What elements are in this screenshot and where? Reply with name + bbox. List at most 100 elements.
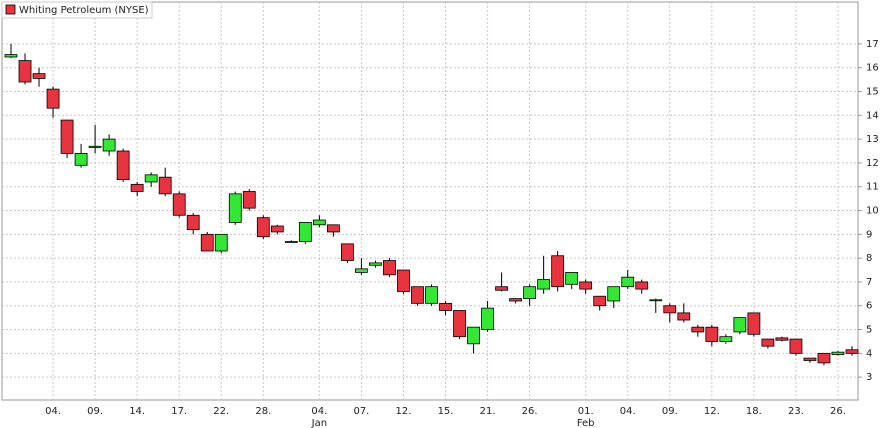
x-tick-label: 26. [830, 406, 846, 417]
candle-body [551, 255, 565, 288]
x-tick-label: 28. [255, 406, 271, 417]
month-label: Feb [577, 418, 595, 428]
candle-body [270, 225, 284, 233]
candle-body [747, 312, 761, 335]
legend-label: Whiting Petroleum (NYSE) [19, 5, 149, 16]
x-tick-label: 09. [662, 406, 678, 417]
y-tick-label: 7 [866, 277, 872, 288]
candle-body [845, 349, 859, 354]
candle-body [649, 299, 663, 302]
x-tick-label: 15. [438, 406, 454, 417]
candle-body [775, 337, 789, 341]
x-tick-label: 04. [620, 406, 636, 417]
x-tick-label: 17. [171, 406, 187, 417]
candle-body [607, 286, 621, 302]
candle-body [144, 174, 158, 183]
y-tick-label: 6 [866, 301, 872, 312]
candle-body [705, 326, 719, 342]
candle-body [88, 145, 102, 148]
candle-body [355, 268, 368, 273]
candle-body [46, 88, 60, 109]
candle-body [186, 214, 200, 230]
x-tick-label: 09. [87, 406, 103, 417]
legend-box [1, 1, 153, 19]
candle-body [453, 310, 466, 338]
y-tick-label: 8 [866, 253, 872, 264]
candle-body [803, 357, 817, 361]
legend-swatch [5, 4, 16, 15]
candle-body [579, 281, 593, 290]
candle-body [130, 183, 144, 192]
candle-body [593, 295, 607, 307]
y-tick-label: 5 [866, 325, 872, 336]
candle-body [677, 312, 691, 321]
y-tick-label: 15 [866, 87, 879, 98]
x-tick-label: 12. [396, 406, 412, 417]
candle-body [256, 217, 270, 238]
x-tick-label: 01. [578, 406, 594, 417]
candle-body [817, 352, 831, 364]
x-tick-label: 04. [311, 406, 327, 417]
candle-body [383, 260, 396, 276]
candle-body [789, 338, 803, 354]
x-tick-label: 21. [480, 406, 496, 417]
y-tick-label: 14 [866, 110, 879, 121]
candle-body [340, 243, 354, 261]
x-tick-label: 14. [129, 406, 145, 417]
candle-body [439, 302, 452, 311]
candle-body [565, 272, 579, 285]
candle-body [719, 336, 733, 342]
candle-body [635, 281, 649, 290]
x-tick-label: 18. [746, 406, 762, 417]
y-tick-label: 3 [866, 372, 872, 383]
candle-body [102, 138, 116, 152]
candle-body [831, 351, 845, 355]
candle-body [172, 193, 186, 216]
candle-body [326, 224, 340, 233]
candle-body [312, 219, 326, 226]
x-tick-label: 26. [522, 406, 538, 417]
candle-body [691, 326, 705, 333]
candle-body [200, 233, 214, 252]
candle-body [116, 150, 130, 180]
y-tick-label: 11 [866, 182, 879, 193]
y-tick-label: 4 [866, 348, 872, 359]
y-tick-label: 10 [866, 206, 879, 217]
candle-body [158, 176, 172, 195]
candle-body [509, 298, 523, 302]
candle-body [228, 193, 242, 223]
candle-body [761, 338, 775, 347]
candle-body [32, 73, 46, 79]
candle-body [74, 152, 88, 166]
candle-body [663, 305, 677, 314]
candle-body [523, 286, 537, 299]
candle-body [411, 286, 424, 304]
candle-body [621, 276, 635, 288]
month-label: Jan [311, 418, 327, 428]
candle-body [369, 262, 382, 266]
candle-body [242, 191, 256, 209]
x-tick-label: 12. [704, 406, 720, 417]
candle-body [4, 54, 18, 58]
y-tick-label: 13 [866, 134, 879, 145]
candle-body [733, 317, 747, 333]
candle-body [60, 119, 74, 154]
candle-body [481, 307, 494, 330]
candle-body [284, 241, 298, 243]
candle-body [495, 286, 508, 291]
candle-body [18, 60, 32, 83]
y-tick-label: 17 [866, 39, 879, 50]
candle-body [537, 279, 551, 290]
x-tick-label: 23. [788, 406, 804, 417]
candle-body [298, 222, 312, 242]
x-tick-label: 22. [213, 406, 229, 417]
y-tick-label: 16 [866, 63, 879, 74]
candle-body [397, 269, 410, 292]
y-tick-label: 12 [866, 158, 879, 169]
candle-body [425, 286, 438, 304]
candle-body [214, 233, 228, 252]
x-tick-label: 07. [353, 406, 369, 417]
y-tick-label: 9 [866, 229, 872, 240]
candle-body [467, 326, 480, 345]
